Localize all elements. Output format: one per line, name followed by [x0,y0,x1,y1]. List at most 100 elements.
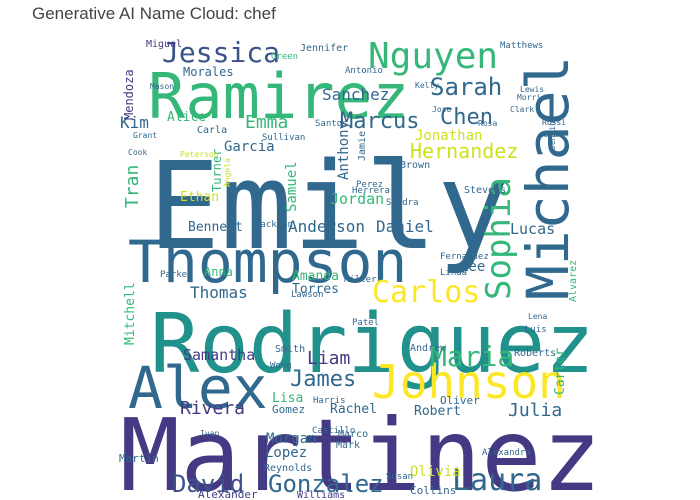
word-morgan: Morgan [266,431,317,447]
word-marcus: Marcus [340,109,419,134]
word-ramirez: Ramirez [148,60,409,133]
word-rodriguez: Rodriguez [150,297,594,392]
word-jonathan: Jonathan [415,128,482,144]
word-jennifer: Jennifer [300,43,348,54]
word-david: David [172,470,244,498]
word-daniel: Daniel [376,217,434,236]
word-alexander: Alexander [198,488,258,500]
word-emma: Emma [245,112,288,133]
word-rivera: Rivera [180,398,245,419]
word-gomez: Gomez [272,403,305,416]
word-robert: Robert [414,404,461,419]
word-reynolds: Reynolds [264,463,312,474]
word-sophia: Sophia [479,177,519,300]
word-rachel: Rachel [330,402,377,417]
word-ivan: Ivan [200,429,219,438]
word-sanchez: Sanchez [322,85,389,104]
word-alex: Alex [128,354,268,422]
word-castillo: Castillo [312,426,355,436]
word-ethan: Ethan [180,190,219,205]
word-smith: Smith [275,344,305,355]
word-tran: Tran [122,165,143,208]
word-lisa: Lisa [272,391,303,406]
word-williams: Williams [297,490,345,500]
word-parker: Parker [160,270,193,280]
word-jackson: Jackson [255,220,293,230]
word-collins: Collins [410,484,456,497]
word-miller: Miller [344,275,377,285]
word-carter: Carter [553,348,568,395]
word-emily: Emily [148,138,509,277]
word-morales: Morales [183,65,234,79]
word-rossi: Rossi [542,118,566,127]
word-maria: Maria [430,340,514,373]
word-patel: Patel [352,318,379,328]
word-antonio: Antonio [345,66,383,76]
word-bennett: Bennett [188,220,243,235]
word-nguyen: Nguyen [368,36,498,77]
word-perez: Perez [356,180,383,190]
word-morris: Morris [517,93,546,102]
word-thompson: Thompson [128,228,407,296]
word-matthews: Matthews [500,41,543,51]
word-roberts: Roberts [514,348,556,359]
word-jose: Jose [432,105,451,114]
word-chen: Chen [440,105,493,130]
chart-title: Generative AI Name Cloud: chef [32,4,276,23]
word-anthony: Anthony [336,121,352,180]
word-jordan: Jordan [330,190,384,208]
word-stevens: Stevens [464,185,506,196]
word-peterson: Peterson [180,150,219,159]
word-lopez: Lopez [265,445,307,461]
word-michael: Michael [514,56,582,300]
word-torres: Torres [292,282,339,297]
word-liam: Liam [307,348,350,369]
word-hernandez: Hernandez [410,139,518,163]
word-lewis: Lewis [520,85,544,94]
word-diaz: Diaz [544,130,563,139]
word-marco: Marco [338,429,368,440]
word-linda: Linda [440,268,467,278]
word-lawson: Lawson [291,290,324,300]
word-brown: Brown [400,160,430,171]
word-luis: Luis [525,325,547,335]
word-herrera: Herrera [352,186,390,196]
word-martin: Martin [119,452,159,465]
word-alvarez: Alvarez [568,260,579,302]
word-johnson: Johnson [372,355,566,409]
word-laura: Laura [452,463,542,498]
word-sarah: Sarah [430,73,502,101]
word-cook: Cook [128,148,147,157]
word-turner: Turner [210,149,224,192]
word-anderson: Anderson [288,217,365,236]
word-gonzalez: Gonzalez [268,470,384,498]
word-jamie: Jamie [357,131,368,161]
word-mason: Mason [150,82,174,91]
word-miguel: Miguel [146,39,182,50]
word-mendoza: Mendoza [122,69,136,120]
word-oliver: Oliver [440,394,480,407]
word-lena: Lena [528,312,547,321]
word-sandra: Sandra [386,198,419,208]
word-andrew: Andrew [410,343,447,354]
word-sullivan: Sullivan [262,133,305,143]
word-green: Green [271,52,298,62]
word-martinez: Martinez [120,397,602,500]
word-anna: Anna [204,265,233,279]
word-lucas: Lucas [510,220,555,238]
word-fernandez: Fernandez [440,252,489,262]
word-samantha: Samantha [183,346,255,364]
word-garcia: Garcia [224,139,275,155]
word-james: James [290,367,356,392]
word-clark: Clark [510,105,534,114]
word-santos: Santos [315,119,348,129]
word-thomas: Thomas [190,283,248,302]
word-kelly: Kelly [415,81,439,90]
word-wong: Wong [270,361,292,371]
word-alexandra: Alexandra [482,448,531,458]
word-julia: Julia [508,400,562,421]
word-grant: Grant [133,131,157,140]
word-carla: Carla [197,125,227,136]
word-carlos: Carlos [372,275,480,310]
